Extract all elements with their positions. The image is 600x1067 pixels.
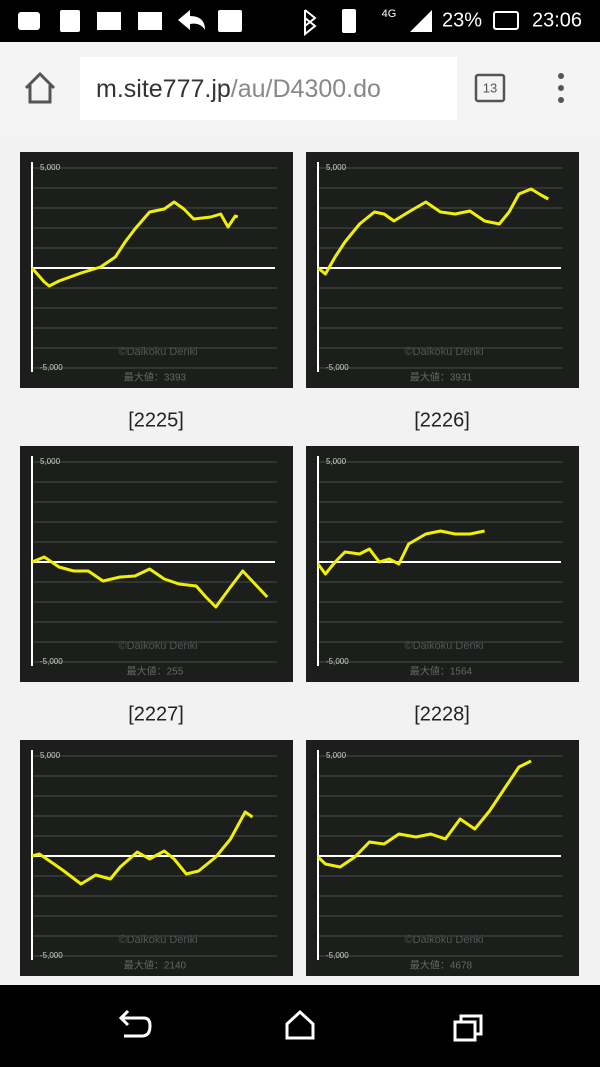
y-tick-label: -5,000 [326,657,349,666]
line [30,200,239,288]
line [317,187,550,276]
max-label: 最大値：1564 [410,665,473,678]
url-clip [443,57,457,120]
icon [304,9,317,37]
y-tick-label: 5,000 [326,457,347,466]
dot [558,73,564,79]
y-tick-label: 5,000 [40,457,61,466]
icon [410,10,432,32]
max-label: 最大値：2140 [124,959,187,972]
status-icons [18,9,519,37]
chart-frame [20,152,293,388]
chart-label: [2228] [414,703,470,725]
line [316,759,532,869]
chart-frame [20,446,293,682]
watermark: ©Daikoku Denki [118,640,197,652]
tab-count: 13 [483,80,497,95]
chart-label: [2226] [414,409,470,431]
y-tick-label: -5,000 [326,363,349,372]
chart-label: [2225] [128,409,184,431]
icon [493,11,519,30]
url[interactable]: m.site777.jp/au/D4300.do [96,75,381,103]
home-nav-button[interactable] [285,1009,315,1040]
line [31,555,269,609]
y-tick-label: 5,000 [40,163,61,172]
url-host: m.site777.jp [96,75,231,103]
menu-button[interactable] [558,73,564,103]
max-label: 最大値：255 [127,665,184,678]
watermark: ©Daikoku Denki [404,640,483,652]
max-label: 最大値：3393 [124,371,187,384]
home-button[interactable] [24,71,56,104]
max-label: 最大値：4678 [410,959,473,972]
watermark: ©Daikoku Denki [404,346,483,358]
y-tick-label: -5,000 [326,951,349,960]
url-box[interactable] [80,57,443,120]
battery-label: 23% [442,9,482,31]
line [316,529,485,576]
watermark: ©Daikoku Denki [404,934,483,946]
chart-frame [20,740,293,976]
watermark: ©Daikoku Denki [118,346,197,358]
url-path: /au/D4300.do [231,75,381,103]
charts: 5,000 -5,000 ©Daikoku Denki 最大値：3393 5,000 -5… [20,152,579,976]
clock: 23:06 [532,9,582,31]
chart-frame [306,446,579,682]
recent-button[interactable] [453,1014,483,1042]
nav-bar [0,985,600,1067]
icon [178,10,205,30]
dot [558,85,564,91]
status-bar [0,0,600,42]
y-tick-label: -5,000 [40,363,63,372]
back-button[interactable] [118,1009,152,1038]
y-tick-label: 5,000 [326,751,347,760]
y-tick-label: -5,000 [40,657,63,666]
y-tick-label: 5,000 [40,751,61,760]
icon [97,12,121,30]
max-label: 最大値：3931 [410,371,473,384]
icon [218,10,242,32]
y-tick-label: 5,000 [326,163,347,172]
icon [18,12,40,30]
tabs-button[interactable] [474,73,506,103]
network-label: 4G [382,8,397,20]
watermark: ©Daikoku Denki [118,934,197,946]
chart-label: [2227] [128,703,184,725]
dot [558,97,564,103]
icon [342,9,356,33]
line [31,810,254,886]
icon [138,12,162,30]
icon [60,10,80,32]
y-tick-label: -5,000 [40,951,63,960]
